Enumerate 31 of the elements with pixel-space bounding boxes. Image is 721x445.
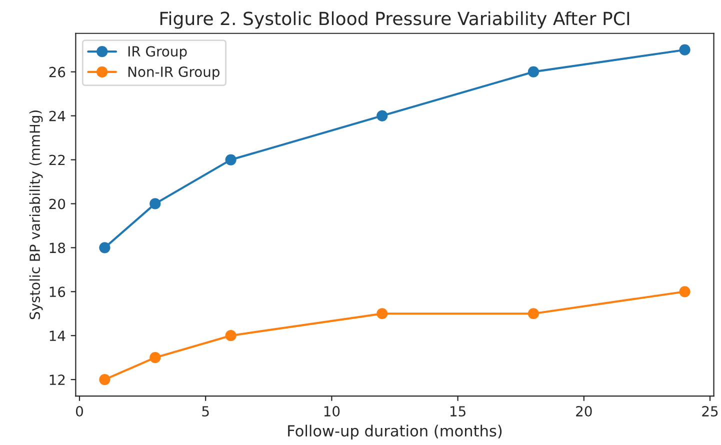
- y-tick-label: 14: [50, 330, 66, 341]
- y-tick-label: 26: [49, 66, 66, 78]
- point: [150, 198, 161, 210]
- point: [376, 110, 388, 122]
- point: [99, 374, 110, 386]
- y-tick-label: 18: [50, 242, 66, 254]
- x-tick-label: 5: [202, 406, 209, 417]
- point: [679, 286, 690, 298]
- legend-label: IR Group: [128, 46, 187, 60]
- x-tick-label: 0: [76, 406, 83, 417]
- point: [225, 330, 236, 342]
- point: [225, 154, 236, 166]
- y-tick-label: 20: [49, 198, 66, 210]
- y-tick-label: 12: [50, 374, 65, 385]
- x-tick-label: 20: [576, 406, 592, 417]
- point: [528, 66, 540, 78]
- x-tick-label: 15: [450, 406, 466, 417]
- point: [376, 308, 388, 320]
- x-axis-title: Follow-up duration (months): [288, 424, 502, 440]
- legend-label: Non-IR Group: [128, 66, 220, 80]
- point: [150, 352, 161, 364]
- x-tick-label: 25: [702, 406, 718, 417]
- chart-title: Figure 2. Systolic Blood Pressure Variability After PCI: [160, 11, 630, 29]
- point: [528, 308, 540, 320]
- y-tick-label: 24: [49, 110, 66, 122]
- y-tick-label: 16: [50, 286, 66, 298]
- point: [99, 242, 110, 254]
- y-axis-title: Systolic BP variability (mmHg): [29, 110, 43, 320]
- point: [679, 44, 690, 56]
- x-tick-label: 10: [324, 406, 340, 417]
- y-tick-label: 22: [49, 154, 65, 166]
